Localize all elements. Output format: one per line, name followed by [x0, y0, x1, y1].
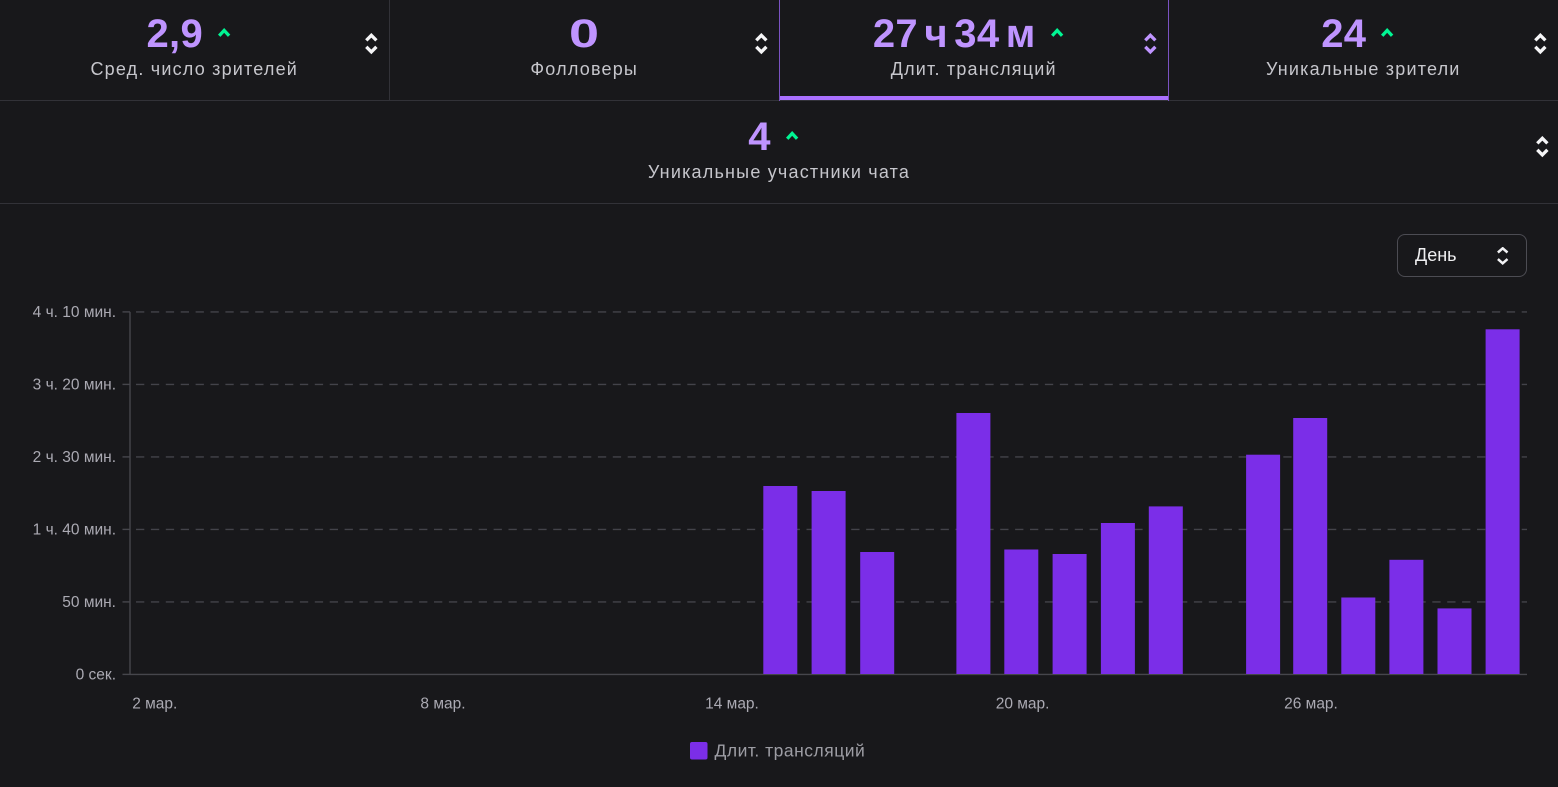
svg-text:1 ч. 40 мин.: 1 ч. 40 мин.	[33, 522, 116, 539]
svg-text:26 мар.: 26 мар.	[1284, 696, 1338, 713]
svg-text:8 мар.: 8 мар.	[420, 696, 465, 713]
svg-text:2 ч. 30 мин.: 2 ч. 30 мин.	[33, 449, 116, 466]
svg-text:50 мин.: 50 мин.	[62, 594, 116, 611]
svg-text:4 ч. 10 мин.: 4 ч. 10 мин.	[33, 304, 116, 321]
svg-text:2 мар.: 2 мар.	[132, 696, 177, 713]
svg-text:3 ч. 20 мин.: 3 ч. 20 мин.	[33, 377, 116, 394]
svg-text:14 мар.: 14 мар.	[705, 696, 759, 713]
svg-text:0 сек.: 0 сек.	[76, 667, 116, 684]
svg-text:Длит. трансляций: Длит. трансляций	[715, 741, 866, 761]
svg-text:20 мар.: 20 мар.	[996, 696, 1050, 713]
